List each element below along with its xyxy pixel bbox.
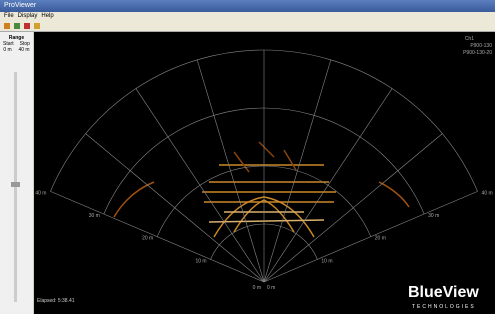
ring-label: 10 m — [195, 258, 206, 264]
sonar-returns — [114, 142, 409, 237]
tool-icon[interactable] — [24, 23, 30, 29]
bearing-line — [50, 191, 264, 282]
sonar-view: Ch1 P900-130 P900-130-20 Elapsed: 5:38.4… — [34, 32, 495, 314]
bearing-line — [264, 134, 442, 282]
app: ProViewer FileDisplayHelp Range StartSto… — [0, 0, 495, 314]
bearing-line — [136, 89, 264, 282]
center-label: 0 m — [253, 285, 261, 291]
ring-label: 20 m — [142, 236, 153, 242]
title-bar: ProViewer — [0, 0, 495, 12]
bearing-line — [264, 60, 331, 282]
ring-label: 10 m — [321, 258, 332, 264]
bearing-line — [264, 89, 392, 282]
tool-icon[interactable] — [34, 23, 40, 29]
slider-track — [14, 72, 17, 302]
logo: BlueView — [408, 284, 479, 301]
menu-item[interactable]: Display — [18, 13, 38, 19]
logo-subtitle: TECHNOLOGIES — [412, 304, 476, 310]
ring-label: 40 m — [482, 190, 493, 196]
bearing-line — [264, 191, 478, 282]
ring-label: 40 m — [35, 190, 46, 196]
bearing-line — [197, 60, 264, 282]
range-grid — [50, 50, 477, 282]
tool-icon[interactable] — [14, 23, 20, 29]
head-info: P900-130 — [470, 43, 492, 49]
ring-label: 30 m — [89, 213, 100, 219]
ring-label: 20 m — [375, 236, 386, 242]
tool-icon[interactable] — [4, 23, 10, 29]
range-value[interactable]: 0 m — [3, 47, 11, 53]
range-value[interactable]: 40 m — [18, 47, 29, 53]
elapsed: Elapsed: 5:38.41 — [37, 298, 75, 304]
toolbar — [0, 21, 495, 32]
center-label: 0 m — [267, 285, 275, 291]
head-info: Ch1 — [465, 36, 474, 42]
head-info: P900-130-20 — [463, 50, 492, 56]
ring-label: 30 m — [428, 213, 439, 219]
menu-item[interactable]: File — [4, 13, 14, 19]
menu-item[interactable]: Help — [41, 13, 53, 19]
slider-thumb[interactable] — [11, 182, 20, 187]
